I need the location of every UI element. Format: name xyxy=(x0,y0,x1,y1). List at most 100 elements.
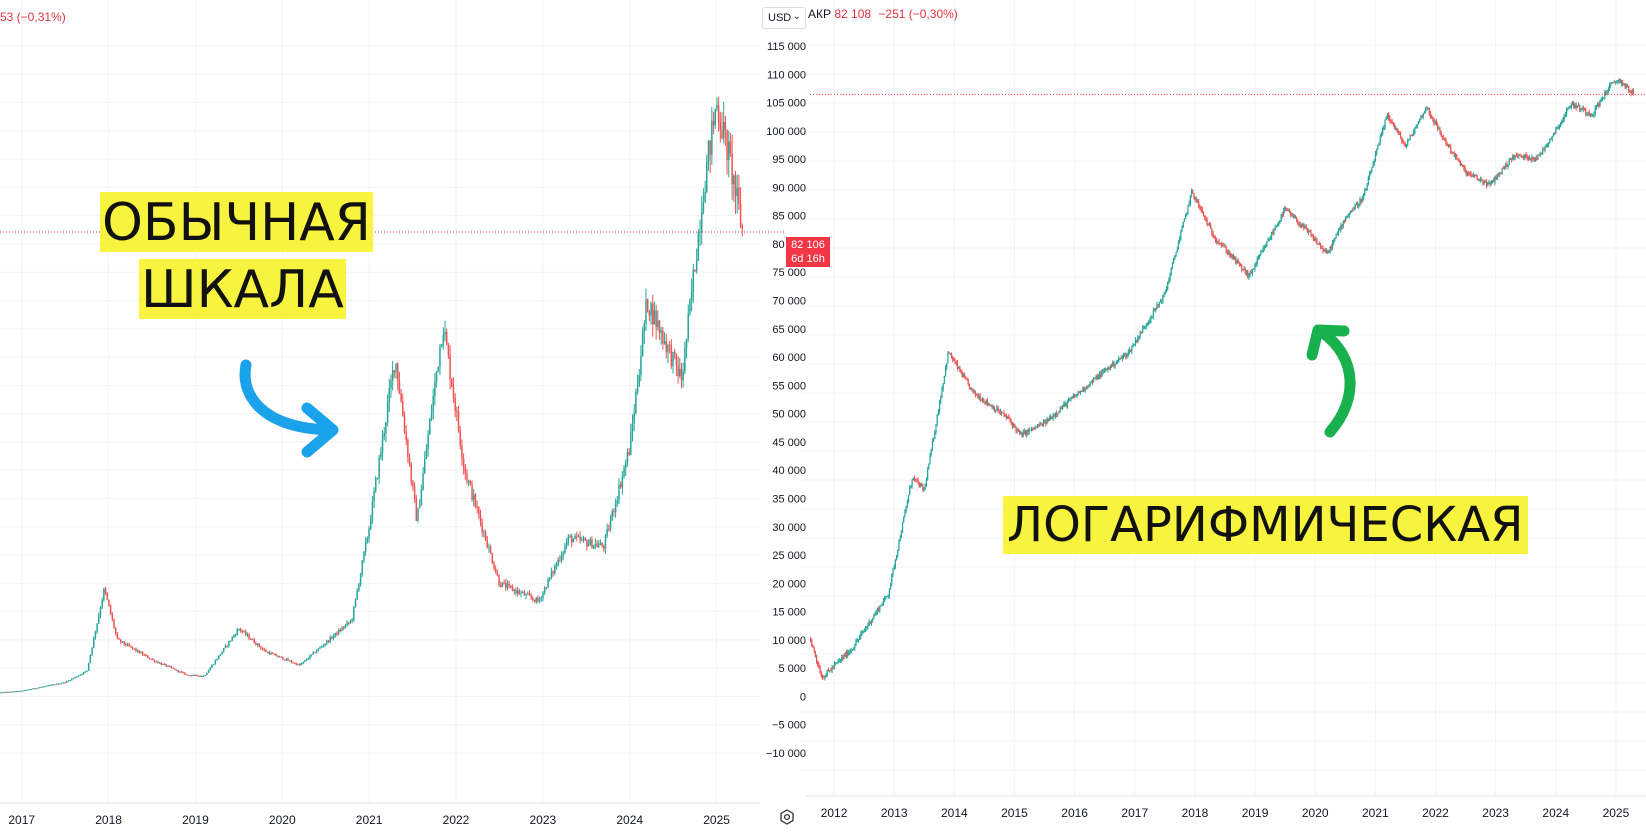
candle-body xyxy=(966,378,968,381)
candle-body xyxy=(603,546,605,549)
candle-body xyxy=(407,439,409,458)
candle-body xyxy=(376,478,379,480)
candle-body xyxy=(1288,210,1291,212)
candle-body xyxy=(958,366,960,369)
candle-body xyxy=(1263,247,1266,249)
candle-body xyxy=(820,673,822,678)
candle-body xyxy=(1335,234,1337,238)
candle-body xyxy=(108,599,110,606)
candle-body xyxy=(1285,208,1287,210)
candle-body xyxy=(113,619,115,628)
candle-body xyxy=(258,643,260,647)
candle-body xyxy=(1361,198,1363,203)
candle-body xyxy=(1550,138,1552,140)
candle-body xyxy=(1620,82,1623,84)
candle-body xyxy=(128,644,130,647)
candle-body xyxy=(1024,431,1027,436)
candle-body xyxy=(1506,163,1508,167)
candle-body xyxy=(1042,421,1045,427)
candle-body xyxy=(1425,108,1427,113)
candle-body xyxy=(1164,292,1166,294)
candle-body xyxy=(978,396,980,398)
candle-body xyxy=(1380,134,1383,137)
candle-body xyxy=(855,641,857,646)
candle-body xyxy=(256,643,259,645)
candle-body xyxy=(1392,122,1395,125)
candle-body xyxy=(857,639,859,641)
candle-body xyxy=(1416,124,1418,128)
candle-body xyxy=(827,670,830,672)
candle-body xyxy=(472,494,475,500)
candle-body xyxy=(337,630,340,635)
candle-body xyxy=(454,397,456,411)
candle-body xyxy=(976,394,978,396)
candle-body xyxy=(1132,344,1134,347)
x-tick-label: 2023 xyxy=(530,813,557,827)
candle-body xyxy=(1100,373,1102,377)
candle-body xyxy=(1450,146,1452,152)
candle-body xyxy=(1085,386,1088,390)
candle-body xyxy=(1095,376,1097,378)
candle-body xyxy=(582,538,585,540)
candle-body xyxy=(1539,153,1541,155)
candle-body xyxy=(1549,138,1551,143)
candle-body xyxy=(272,652,274,654)
candle-body xyxy=(177,669,179,672)
candle-body xyxy=(23,690,26,692)
x-tick-label: 2024 xyxy=(616,813,643,827)
candle-body xyxy=(424,458,426,474)
candle-body xyxy=(728,141,730,161)
y-tick-label: 65 000 xyxy=(772,324,806,336)
y-tick-label: 45 000 xyxy=(772,437,806,449)
candle-body xyxy=(812,646,814,648)
candle-body xyxy=(1374,153,1377,162)
candle-body xyxy=(1617,80,1619,83)
candle-body xyxy=(736,187,738,196)
candle-body xyxy=(1536,157,1538,160)
candle-body xyxy=(1205,217,1207,220)
candle-body xyxy=(1151,316,1153,318)
candle-body xyxy=(1474,175,1476,177)
candle-body xyxy=(623,468,625,477)
currency-selector[interactable]: USD ⌄ xyxy=(762,7,806,29)
candle-body xyxy=(216,659,218,661)
candle-body xyxy=(1624,83,1626,88)
candle-body xyxy=(358,584,360,591)
candle-body xyxy=(326,640,328,644)
candle-body xyxy=(521,592,524,594)
candle-body xyxy=(545,587,548,589)
candle-body xyxy=(1552,132,1555,136)
candle-body xyxy=(1156,304,1158,308)
candle-body xyxy=(1029,429,1031,431)
candle-body xyxy=(903,517,905,523)
candle-body xyxy=(520,592,522,594)
candle-body xyxy=(444,331,446,335)
settings-gear-icon[interactable] xyxy=(779,809,795,825)
candle-body xyxy=(1078,391,1080,394)
candle-body xyxy=(851,649,853,651)
candle-body xyxy=(1365,189,1367,191)
candle-body xyxy=(1175,252,1177,256)
candle-body xyxy=(348,622,350,624)
candle-body xyxy=(1027,430,1029,433)
candle-body xyxy=(919,484,922,487)
candle-body xyxy=(238,628,240,630)
candle-body xyxy=(1030,427,1033,431)
candle-body xyxy=(239,628,242,631)
candle-body xyxy=(1282,210,1285,217)
candle-body xyxy=(1631,90,1633,94)
candle-body xyxy=(1107,367,1109,371)
candle-body xyxy=(916,479,918,481)
candle-body xyxy=(1439,128,1441,134)
candle-body xyxy=(677,365,679,377)
candle-body xyxy=(739,203,742,227)
candle-body xyxy=(501,582,504,587)
candle-body xyxy=(554,566,556,573)
candle-body xyxy=(1396,128,1398,131)
candle-body xyxy=(1497,173,1500,175)
candle-body xyxy=(912,477,914,481)
candle-body xyxy=(1567,108,1569,110)
candle-body xyxy=(1053,415,1055,417)
candle-body xyxy=(332,635,335,639)
candle-body xyxy=(1447,144,1449,147)
